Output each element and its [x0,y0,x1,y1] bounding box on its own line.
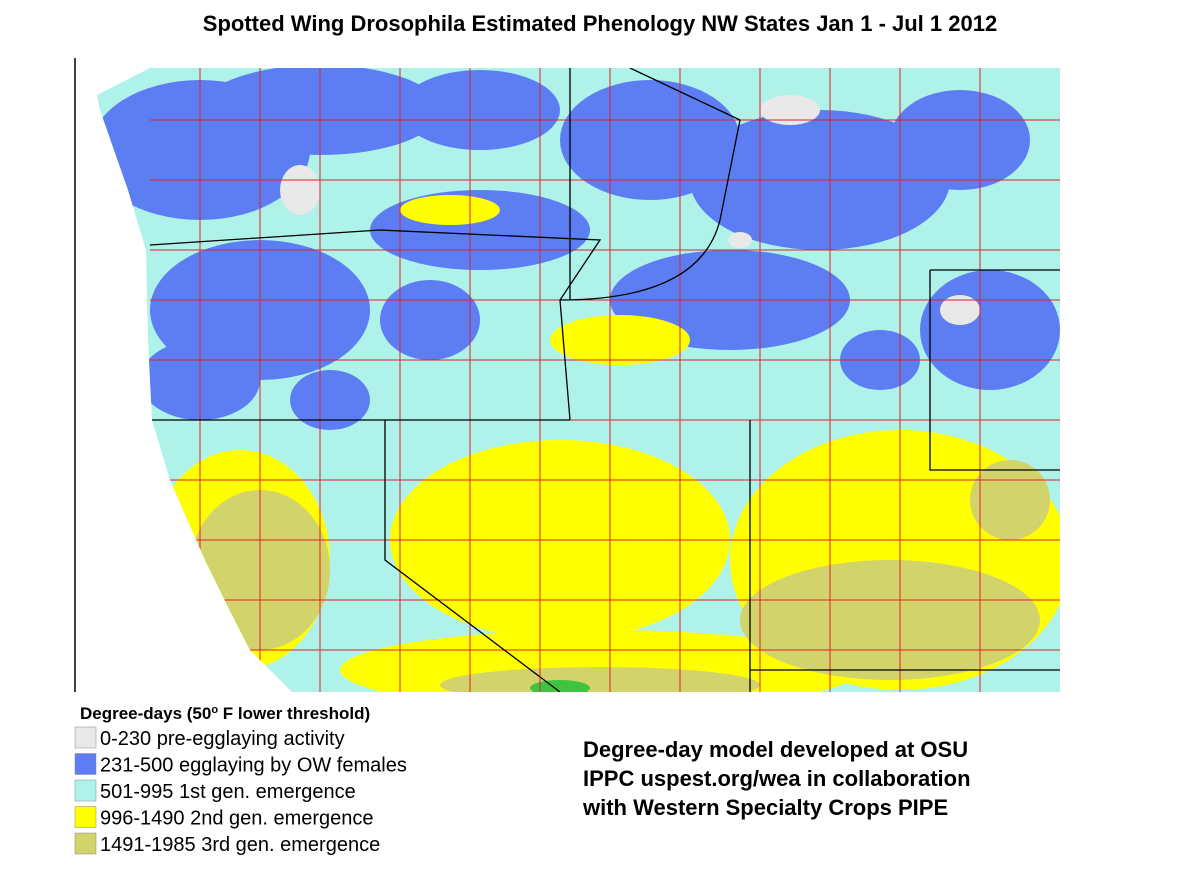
legend: Degree-days (50o F lower threshold) 0-23… [74,704,407,856]
legend-label: 1491-1985 3rd gen. emergence [100,834,380,856]
credit-line: with Western Specialty Crops PIPE [582,795,948,820]
legend-title-part: o [211,704,218,716]
credit-line: IPPC uspest.org/wea in collaboration [583,766,971,791]
legend-label: 0-230 pre-egglaying activity [100,728,345,750]
legend-title-part: F lower threshold) [218,704,370,723]
credit-line: Degree-day model developed at OSU [583,737,968,762]
legend-title-part: Degree-days (50 [80,704,211,723]
legend-label: 501-995 1st gen. emergence [100,781,356,803]
legend-label: 996-1490 2nd gen. emergence [100,808,374,830]
legend-title: Degree-days (50o F lower threshold) [80,704,370,723]
map [97,68,1060,692]
legend-swatch [74,726,97,749]
legend-swatch [74,779,97,802]
map-title: Spotted Wing Drosophila Estimated Phenol… [203,11,997,36]
credits: Degree-day model developed at OSU IPPC us… [582,737,971,820]
legend-swatch [74,753,97,775]
legend-swatch [74,806,97,828]
legend-swatch [74,832,97,855]
legend-label: 231-500 egglaying by OW females [100,755,407,777]
